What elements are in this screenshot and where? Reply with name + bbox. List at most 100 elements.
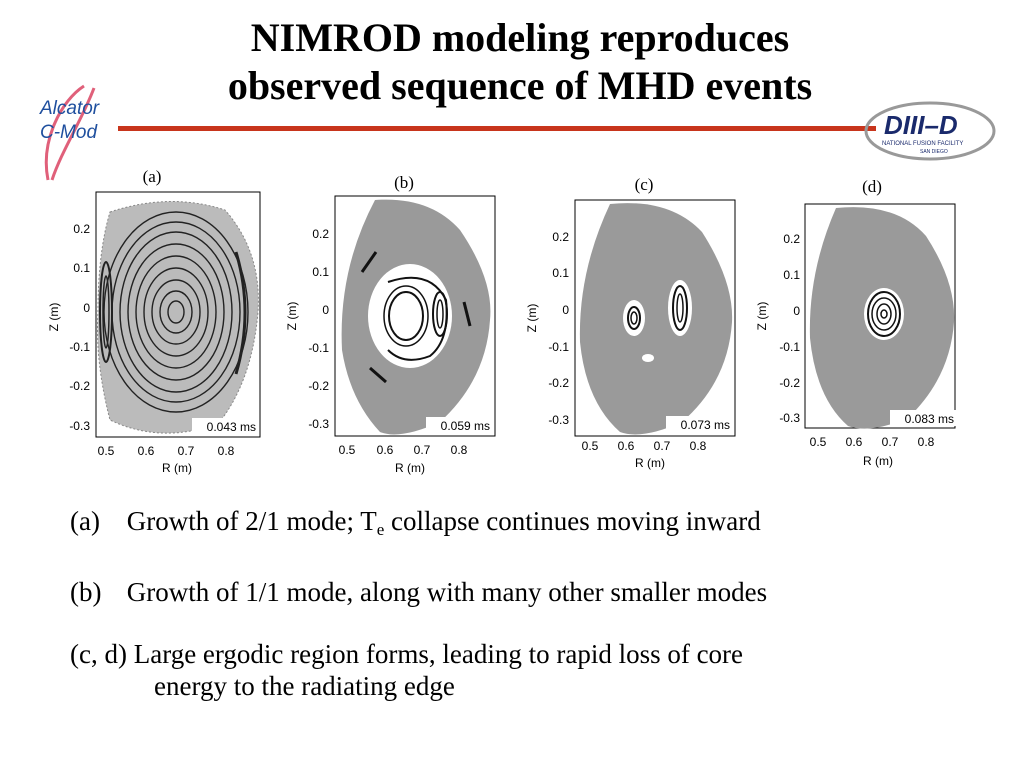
ytick: 0.2	[552, 230, 569, 244]
ytick: 0	[793, 304, 800, 318]
ytick: -0.1	[308, 341, 329, 355]
caption-cd-line1: (c, d) Large ergodic region forms, leadi…	[70, 639, 744, 669]
ytick: 0.1	[312, 265, 329, 279]
caption-a-subscript: e	[376, 520, 385, 539]
ytick: 0	[562, 303, 569, 317]
xtick: 0.6	[846, 435, 863, 449]
xtick: 0.5	[582, 439, 599, 453]
panel-b-time: 0.059 ms	[441, 419, 490, 433]
caption-b-label: (b)	[70, 577, 102, 607]
panel-a-time: 0.043 ms	[207, 420, 256, 434]
panel-c-label: (c)	[635, 175, 654, 194]
panel-c-ylabel: Z (m)	[525, 304, 539, 333]
logo-diiid-sub2: SAN DIEGO	[920, 149, 948, 155]
ytick: -0.3	[779, 411, 800, 425]
xtick: 0.7	[882, 435, 899, 449]
cmod-ribbon-icon	[44, 84, 96, 181]
xtick: 0.7	[654, 439, 671, 453]
ytick: 0.2	[73, 222, 90, 236]
xtick: 0.5	[98, 444, 115, 458]
panel-c-time-box	[666, 416, 732, 432]
panel-c-poincare	[579, 203, 733, 435]
panel-c-yticks: 0.2 0.1 0 -0.1 -0.2 -0.3	[548, 230, 569, 427]
panel-b-yticks: 0.2 0.1 0 -0.1 -0.2 -0.3	[308, 227, 329, 431]
caption-a-label: (a)	[70, 506, 100, 536]
panel-a-time-box	[192, 418, 258, 434]
ytick: -0.2	[779, 376, 800, 390]
ytick: 0.2	[312, 227, 329, 241]
panel-d: (d) 0.2 0.1 0 -0.1 -0.2 -0.3 0.5 0.6 0.7…	[755, 177, 956, 468]
ytick: -0.1	[548, 340, 569, 354]
logo-diiid-sub1: NATIONAL FUSION FACILITY	[882, 141, 963, 147]
panel-d-poincare	[809, 207, 955, 429]
xtick: 0.7	[178, 444, 195, 458]
panel-d-ylabel: Z (m)	[755, 302, 769, 331]
caption-cd: (c, d) Large ergodic region forms, leadi…	[70, 638, 990, 702]
xtick: 0.8	[690, 439, 707, 453]
panel-d-label: (d)	[862, 177, 882, 196]
panel-c-xticks: 0.5 0.6 0.7 0.8	[582, 439, 707, 453]
ytick: -0.2	[69, 379, 90, 393]
caption-a-text-pre: Growth of 2/1 mode; T	[126, 506, 377, 536]
panel-a-xticks: 0.5 0.6 0.7 0.8	[98, 444, 235, 458]
ytick: 0.1	[552, 266, 569, 280]
panel-b-xlabel: R (m)	[395, 461, 425, 475]
title-line-2: observed sequence of MHD events	[227, 63, 813, 108]
panel-a-xlabel: R (m)	[162, 461, 192, 475]
panel-d-yticks: 0.2 0.1 0 -0.1 -0.2 -0.3	[779, 232, 800, 425]
ytick: -0.1	[779, 340, 800, 354]
ytick: -0.3	[308, 417, 329, 431]
ytick: 0.1	[73, 261, 90, 275]
xtick: 0.8	[451, 443, 468, 457]
ytick: 0	[322, 303, 329, 317]
alcator-cmod-logo: Alcator C-Mod	[39, 84, 100, 181]
ytick: -0.3	[69, 419, 90, 433]
ytick: 0	[83, 301, 90, 315]
title-line-1: NIMROD modeling reproduces	[250, 15, 790, 60]
panel-d-xlabel: R (m)	[863, 454, 893, 468]
diii-d-logo: DIII–D NATIONAL FUSION FACILITY SAN DIEG…	[864, 101, 996, 161]
logo-diiid-text: DIII–D	[884, 110, 958, 140]
caption-a-text-post: collapse continues moving inward	[384, 506, 761, 536]
panel-a-label: (a)	[143, 167, 162, 186]
panel-b-xticks: 0.5 0.6 0.7 0.8	[339, 443, 468, 457]
title-underline	[118, 126, 876, 131]
panel-b-poincare	[341, 199, 491, 435]
panel-a-ylabel: Z (m)	[47, 303, 61, 332]
slide-title: NIMROD modeling reproduces observed sequ…	[120, 14, 920, 110]
xtick: 0.6	[377, 443, 394, 457]
panel-a-flux-surfaces	[97, 200, 259, 434]
xtick: 0.6	[138, 444, 155, 458]
panel-b-label: (b)	[394, 173, 414, 192]
panel-b-time-box	[426, 417, 492, 433]
xtick: 0.5	[339, 443, 356, 457]
xtick: 0.8	[918, 435, 935, 449]
logo-cmod-text: C-Mod	[40, 122, 98, 143]
logo-alcator-text: Alcator	[39, 98, 100, 119]
caption-list: (a) Growth of 2/1 mode; Te collapse cont…	[70, 505, 990, 702]
panel-b: (b) 0.2 0.1 0 -0.1 -0.2 -0.3 0.5 0.6 0.7…	[285, 173, 496, 475]
panel-c: (c) 0.2 0.1 0 -0.1 -0.2 -0.3 0.5 0.6 0.7…	[525, 175, 736, 470]
xtick: 0.6	[618, 439, 635, 453]
panel-b-ylabel: Z (m)	[285, 302, 299, 331]
panel-d-xticks: 0.5 0.6 0.7 0.8	[810, 435, 935, 449]
caption-b-text: Growth of 1/1 mode, along with many othe…	[126, 577, 768, 607]
ytick: 0.2	[783, 232, 800, 246]
panel-d-time-box	[890, 410, 956, 426]
ytick: -0.2	[308, 379, 329, 393]
ytick: -0.3	[548, 413, 569, 427]
xtick: 0.7	[414, 443, 431, 457]
diii-d-ring-icon	[864, 101, 996, 161]
panel-a-yticks: 0.2 0.1 0 -0.1 -0.2 -0.3	[69, 222, 90, 433]
caption-a: (a) Growth of 2/1 mode; Te collapse cont…	[70, 505, 990, 546]
panel-c-xlabel: R (m)	[635, 456, 665, 470]
ytick: 0.1	[783, 268, 800, 282]
caption-b: (b) Growth of 1/1 mode, along with many …	[70, 576, 990, 608]
ytick: -0.1	[69, 340, 90, 354]
panel-a: (a) 0.2 0.1 0 -0.1 -0.2 -0.3 0.5 0.6 0.7…	[47, 167, 261, 475]
panel-c-time: 0.073 ms	[681, 418, 730, 432]
xtick: 0.5	[810, 435, 827, 449]
xtick: 0.8	[218, 444, 235, 458]
ytick: -0.2	[548, 376, 569, 390]
panel-d-time: 0.083 ms	[905, 412, 954, 426]
